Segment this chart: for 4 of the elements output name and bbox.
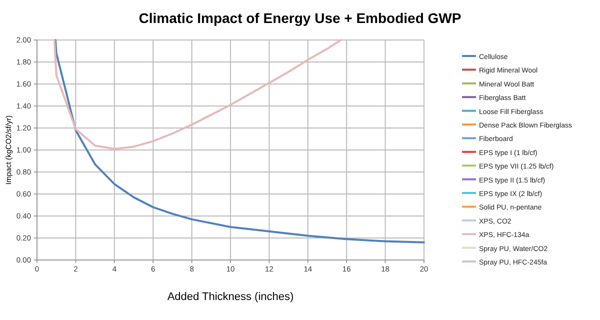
x-axis-title: Added Thickness (inches) [167,291,294,303]
chart-title: Climatic Impact of Energy Use + Embodied GWP [138,10,462,26]
line-series [53,39,342,150]
line-series [54,39,425,244]
